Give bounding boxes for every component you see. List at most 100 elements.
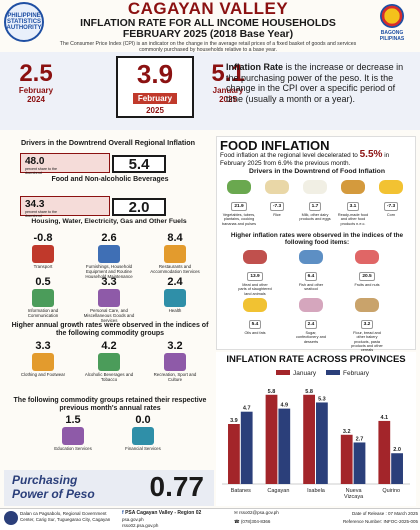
- data-label-february-isabela: 5.3: [318, 396, 326, 402]
- purchasing-value: 0.77: [149, 471, 205, 502]
- food-drivers-title: Drivers in the Downtrend of Food Inflati…: [249, 168, 385, 175]
- food-driver-icon: [227, 180, 251, 194]
- footer-facebook-text: PSA Cagayan Valley - Region 02: [125, 510, 202, 516]
- food-inflation-desc-post: in February 2025 from 6.9% the previous …: [220, 152, 390, 167]
- footer-email-text: rsso02@psa.gov.ph: [239, 510, 279, 515]
- commodity-icon: [32, 289, 54, 307]
- data-label-january-nueva-vizcaya: 3.2: [343, 429, 351, 435]
- headline-prev-month-value: 5.1: [211, 60, 245, 87]
- commodity-value: 2.6: [101, 232, 117, 244]
- commodity-tile: 0.5 Information and Communication: [14, 276, 72, 318]
- driver-housing-label: Housing, Water, Electricity, Gas and Oth…: [31, 218, 187, 225]
- page-period: FEBRUARY 2025 (2018 Base Year): [122, 28, 294, 40]
- definition-text: is the increase or decrease in the purch…: [226, 62, 404, 104]
- footer-facebook[interactable]: f PSA Cagayan Valley - Region 02: [122, 510, 201, 516]
- bar-february-cagayan: [278, 408, 291, 484]
- food-driver-value: 3.1: [346, 202, 360, 211]
- food-higher-icon: [299, 250, 323, 264]
- food-driver-value: -7.3: [269, 202, 285, 211]
- food-driver-icon: [341, 180, 365, 194]
- headline-prev-year-value: 2.5: [19, 60, 53, 87]
- food-higher-value: 5.4: [248, 320, 262, 329]
- higher-annual-icon: [98, 353, 120, 371]
- footer-web1[interactable]: psa.gov.ph: [122, 517, 144, 522]
- headline-prev-year-month: February: [18, 86, 54, 95]
- bar-february-nueva-vizcaya: [353, 442, 366, 484]
- higher-annual-label: Clothing and Footwear: [20, 372, 66, 377]
- driver-food-value: 5.4: [112, 155, 166, 173]
- headline-current: 3.9 February 2025: [116, 56, 194, 118]
- food-inflation-desc: Food inflation at the regional level dec…: [220, 150, 414, 167]
- footer-phone-text: (078)304-8366: [240, 519, 271, 524]
- footer-email[interactable]: ✉ rsso02@psa.gov.ph: [234, 510, 279, 516]
- bar-february-batanes: [240, 411, 253, 484]
- legend-swatch-january: [276, 370, 290, 375]
- retained-value: 1.5: [65, 414, 81, 426]
- commodity-icon: [32, 245, 54, 263]
- data-label-january-batanes: 3.9: [230, 418, 238, 424]
- headline-prev-year-year: 2024: [27, 95, 45, 104]
- driver-housing-note: percent share to the downtrend: [25, 210, 57, 218]
- bagong-pilipinas-logo: BAGONG PILIPINAS: [370, 4, 414, 42]
- inflation-definition: Inflation Rate is the increase or decrea…: [226, 62, 412, 104]
- data-label-january-cagayan: 5.8: [268, 389, 276, 395]
- retained-icon: [62, 427, 84, 445]
- retained-icon: [132, 427, 154, 445]
- food-higher-value: 2.4: [304, 320, 318, 329]
- retained-label: Education Services: [54, 446, 92, 451]
- footer-release: Date of Release : 07 March 2025: [351, 511, 418, 516]
- footer-address: Dalan ca Pagsabolo, Regional Government …: [20, 511, 111, 522]
- tick-label-nueva-vizcaya: Nueva: [346, 488, 363, 494]
- food-driver-icon: [379, 180, 403, 194]
- tick-label-batanes: Batanes: [231, 488, 251, 494]
- higher-annual-label: Alcoholic Beverages and Tobacco: [84, 372, 134, 382]
- headline-current-value: 3.9: [136, 59, 174, 89]
- commodity-label: Health: [168, 308, 182, 313]
- commodity-label: Information and Communication: [27, 308, 59, 318]
- driver-food-label: Food and Non-alcoholic Beverages: [51, 176, 169, 183]
- location-pin-icon: [4, 511, 18, 525]
- food-higher-value: 20.5: [359, 272, 375, 281]
- higher-annual-tile: 3.3 Clothing and Footwear: [14, 340, 72, 377]
- food-higher-item: 6.4 Fish and other seafood: [294, 250, 328, 292]
- email-icon: ✉: [234, 510, 240, 515]
- sun-emblem-icon: [380, 4, 404, 28]
- food-higher-label: Oils and fats: [244, 331, 266, 335]
- commodity-tile: 8.4 Restaurants and Accommodation Service…: [146, 232, 204, 274]
- footer-reference: Reference Number: INFOC-2025-005: [342, 519, 418, 524]
- headline-prev-month-month: January: [212, 86, 244, 95]
- bar-january-quirino: [378, 420, 391, 484]
- commodity-tile: 2.6 Furnishings, Household Equipment and …: [80, 232, 138, 279]
- food-driver-label: Vegetables, tubers, plantains, cooking b…: [222, 213, 256, 226]
- food-higher-value: 3.2: [360, 320, 374, 329]
- food-higher-icon: [355, 298, 379, 312]
- commodity-icon: [164, 289, 186, 307]
- headline-prev-year: 2.5 February 2024: [4, 60, 68, 105]
- data-label-february-batanes: 4.7: [243, 406, 251, 412]
- drivers-title: Drivers in the Downtrend Overall Regiona…: [20, 138, 196, 147]
- tick-label-nueva-vizcaya: Vizcaya: [344, 494, 364, 500]
- food-driver-item: -7.3 Rice: [260, 180, 294, 217]
- food-driver-label: Milk, other dairy products and eggs: [299, 213, 331, 222]
- food-higher-icon: [355, 250, 379, 264]
- food-driver-value: 21.9: [231, 202, 247, 211]
- higher-annual-value: 3.2: [167, 340, 183, 352]
- commodity-value: 8.4: [167, 232, 183, 244]
- data-label-february-nueva-vizcaya: 2.7: [356, 436, 364, 442]
- driver-housing-from: 34.3 percent share to the downtrend: [20, 196, 110, 218]
- higher-annual-tile: 4.2 Alcoholic Beverages and Tobacco: [80, 340, 138, 382]
- food-higher-label: Sugar, confectionery and desserts: [296, 331, 326, 344]
- psa-logo-text: PHILIPPINE STATISTICS AUTHORITY: [6, 13, 42, 31]
- commodity-label: Transport: [33, 264, 53, 269]
- tick-label-isabela: Isabela: [307, 488, 326, 494]
- commodity-icon: [164, 245, 186, 263]
- commodity-value: 0.5: [35, 276, 51, 288]
- higher-annual-icon: [32, 353, 54, 371]
- driver-food-from-value: 48.0: [25, 156, 45, 167]
- bar-january-isabela: [303, 394, 315, 484]
- provinces-title: INFLATION RATE ACROSS PROVINCES: [226, 354, 406, 365]
- footer-web2[interactable]: rsso02.psa.gov.ph: [122, 523, 159, 528]
- driver-food-note: percent share to the downtrend: [25, 167, 57, 175]
- headline-band: [0, 52, 420, 130]
- headline-current-year: 2025: [146, 106, 164, 115]
